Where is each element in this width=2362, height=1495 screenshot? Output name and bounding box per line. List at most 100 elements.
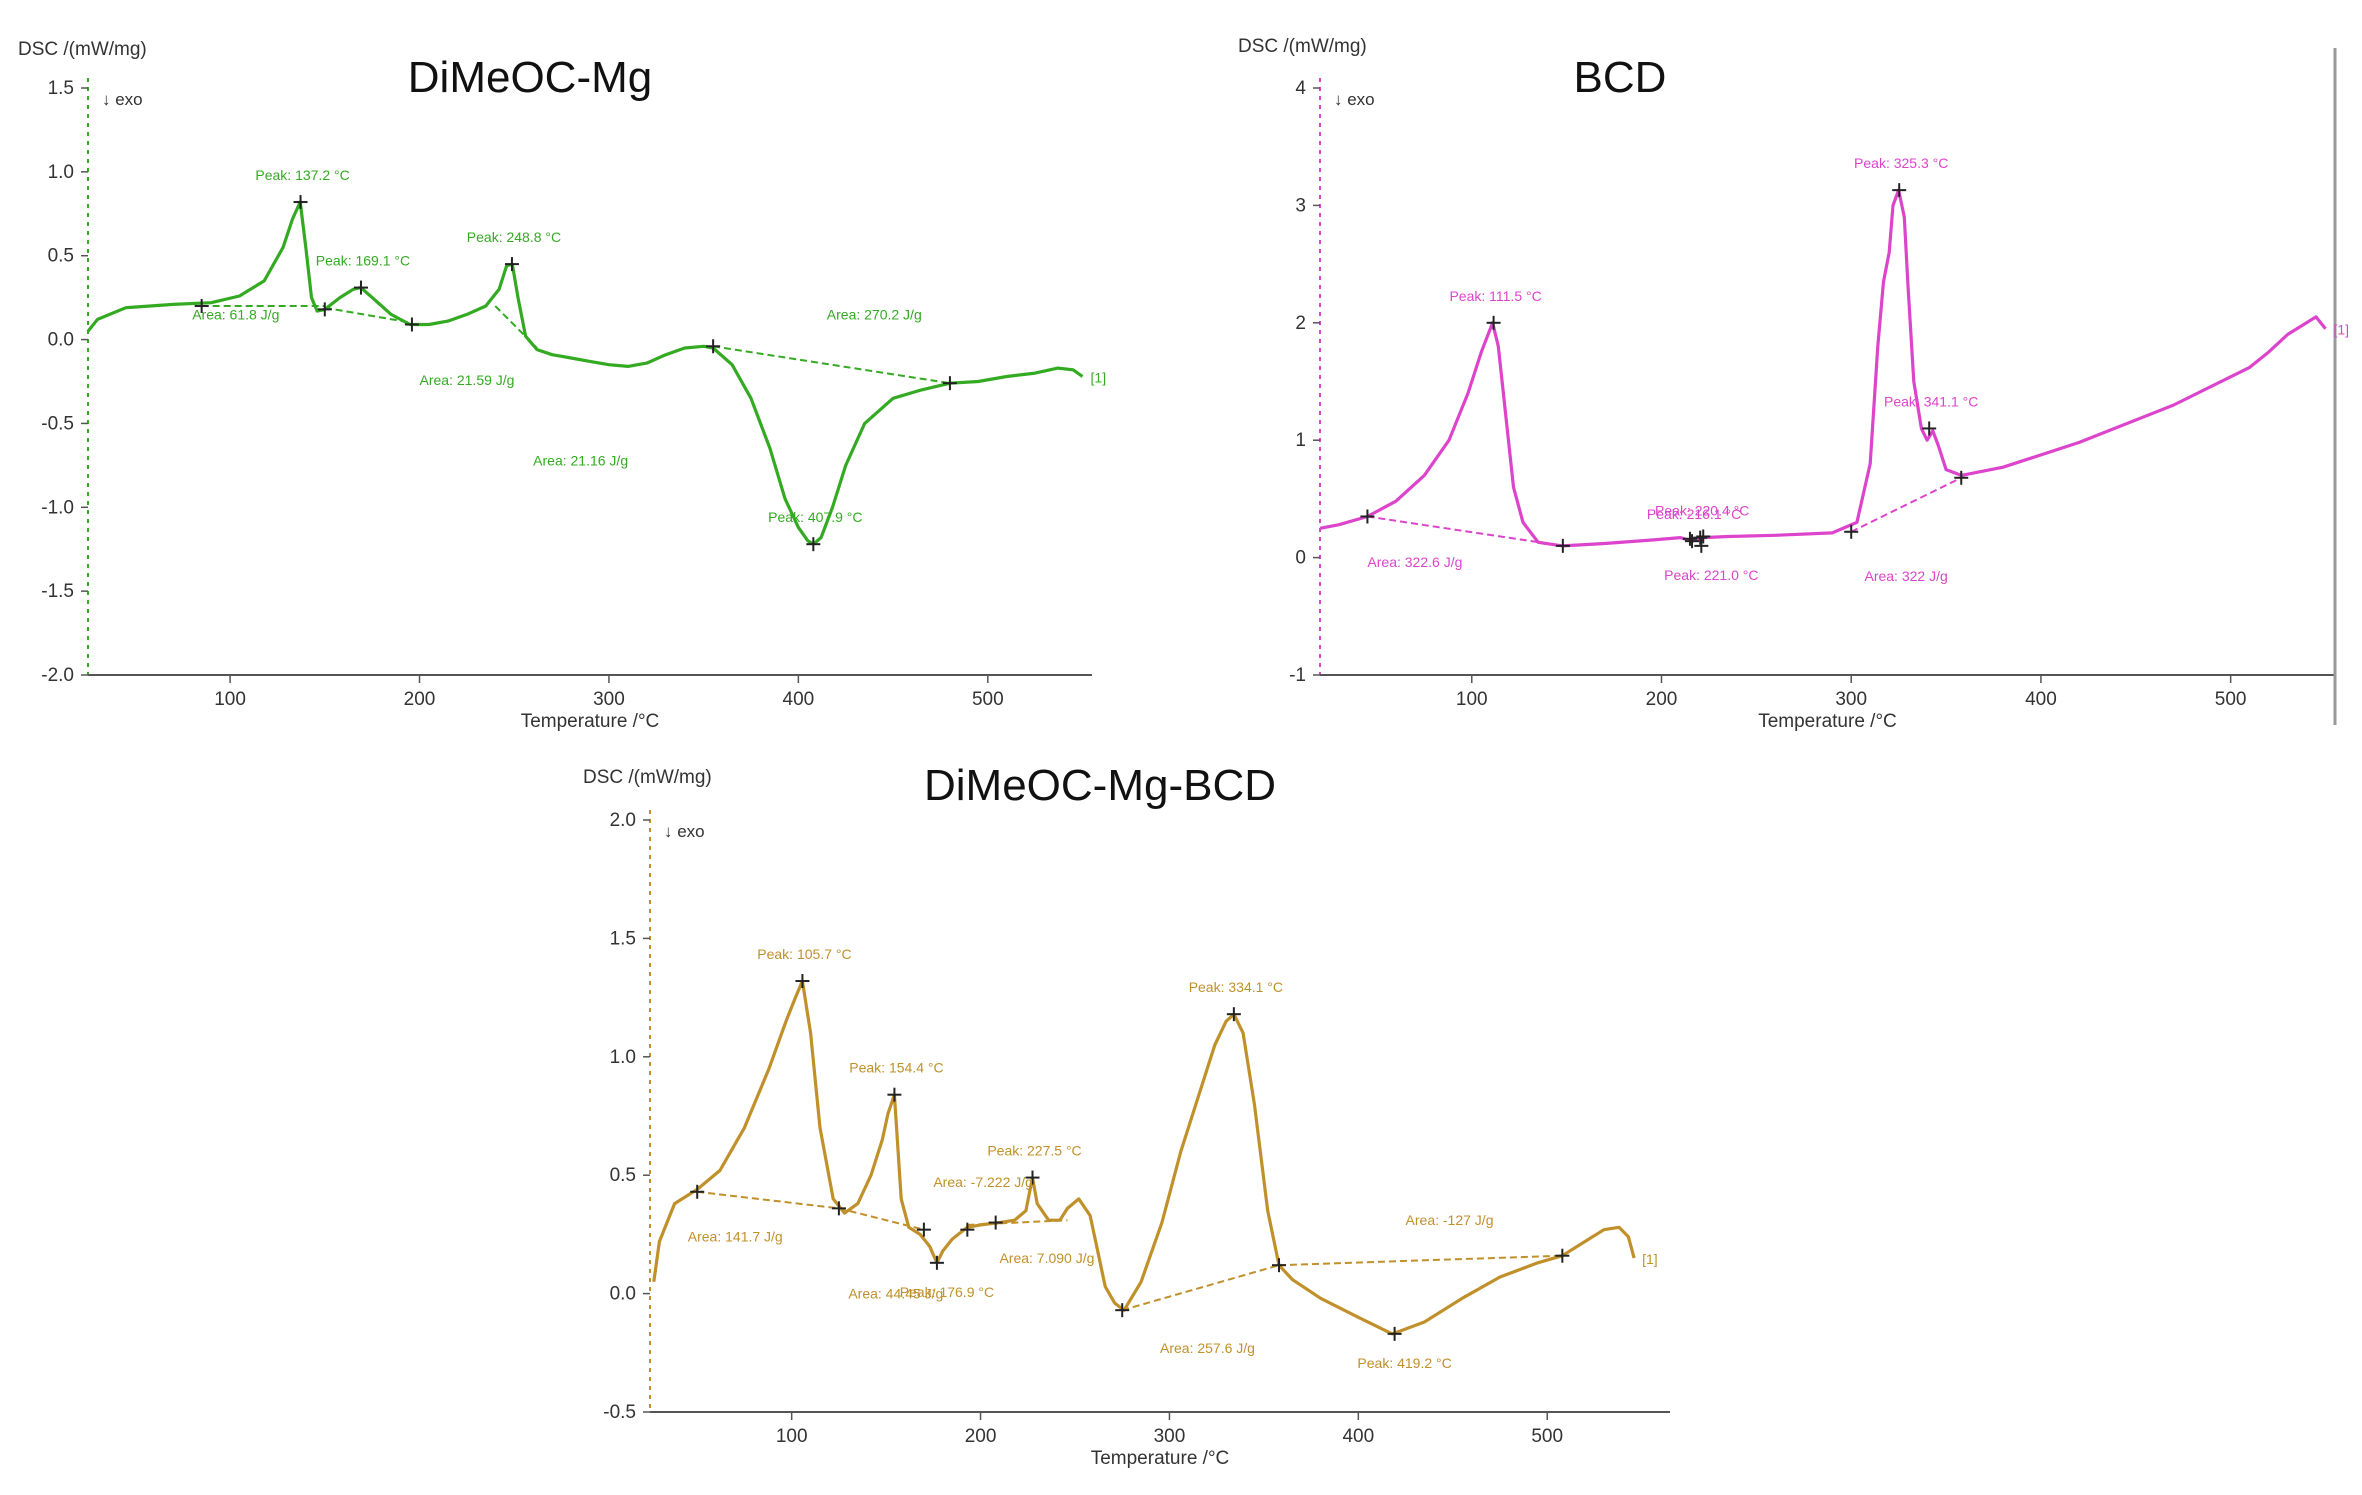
y-tick-label-0-5: 0.5: [48, 246, 74, 267]
exo-direction-label: ↓ exo: [102, 90, 143, 109]
integration-baseline: [712, 345, 951, 385]
integration-limit-marker: [960, 1222, 975, 1237]
curve-end-label: [1]: [1091, 369, 1107, 385]
chart-title: DiMeOC-Mg: [408, 53, 652, 102]
chart-dimeoc-mg-bcd: DiMeOC-Mg-BCD DSC /(mW/mg) ↓ exo 2.0 1.5 1.0 0…: [583, 761, 1670, 1469]
peak-marker: [1693, 530, 1708, 545]
integration-limit-marker: [1555, 538, 1570, 553]
peak-label: Peak: 216.1 °C: [1647, 506, 1741, 522]
area-label: Area: 141.7 J/g: [688, 1229, 783, 1245]
integration-baseline: [324, 306, 413, 324]
x-tick-label-200: 200: [1646, 689, 1678, 710]
peak-marker: [1892, 183, 1907, 198]
integration-limit-marker: [1682, 531, 1697, 546]
y-tick-label-1-5: 1.5: [48, 78, 74, 99]
curve-end-label: [1]: [2334, 322, 2350, 338]
x-tick-label-400: 400: [783, 689, 815, 710]
chart-title: BCD: [1574, 53, 1667, 102]
peak-label: Peak: 137.2 °C: [255, 167, 349, 183]
area-label: Area: 322.6 J/g: [1367, 554, 1462, 570]
x-tick-label-200: 200: [965, 1426, 997, 1447]
peak-marker: [1922, 421, 1937, 436]
y-tick-label-1-0: 1.0: [610, 1047, 636, 1068]
exo-direction-label: ↓ exo: [1334, 90, 1375, 109]
integration-limit-marker: [1115, 1303, 1130, 1318]
area-label: Area: -7.222 J/g: [933, 1174, 1033, 1190]
x-tick-label-200: 200: [404, 689, 436, 710]
peak-label: Peak: 227.5 °C: [987, 1143, 1081, 1159]
area-label: Area: 7.090 J/g: [999, 1250, 1094, 1266]
x-axis-label: Temperature /°C: [1091, 1448, 1230, 1469]
y-tick-label-1: -1: [1289, 665, 1306, 686]
peak-label: Peak: 220.4 °C: [1655, 503, 1749, 519]
integration-limit-marker: [404, 317, 419, 332]
integration-limit-marker: [831, 1201, 846, 1216]
area-label: Area: -127 J/g: [1406, 1212, 1494, 1228]
y-tick-label-1: 1: [1295, 430, 1306, 451]
x-tick-label-100: 100: [214, 689, 246, 710]
x-tick-label-400: 400: [2025, 689, 2057, 710]
integration-baseline: [1278, 1254, 1563, 1267]
integration-baseline: [697, 1190, 840, 1210]
y-tick-label-0: 0: [1295, 548, 1306, 569]
y-tick-label-1-0: -1.0: [41, 497, 74, 518]
area-label: Area: 257.6 J/g: [1160, 1340, 1255, 1356]
area-label: Area: 44.45 J/g: [848, 1285, 943, 1301]
y-axis-label: DSC /(mW/mg): [583, 767, 712, 788]
integration-limit-marker: [1272, 1258, 1286, 1273]
integration-limit-marker: [690, 1184, 705, 1199]
x-axis-label: Temperature /°C: [521, 711, 660, 732]
exo-direction-label: ↓ exo: [664, 822, 705, 841]
integration-limit-marker: [942, 376, 957, 391]
integration-limit-marker: [706, 339, 721, 354]
y-tick-label-1-0: 1.0: [48, 162, 74, 183]
area-label: Area: 322 J/g: [1864, 568, 1947, 584]
dsc-curve: [1319, 188, 2327, 548]
peak-marker: [504, 257, 519, 272]
peak-marker: [293, 195, 308, 210]
integration-baseline: [838, 1207, 925, 1231]
area-label: Area: 21.59 J/g: [420, 372, 515, 388]
x-axis-label: Temperature /°C: [1758, 711, 1897, 732]
peak-marker: [1387, 1326, 1402, 1341]
y-tick-label-4: 4: [1295, 78, 1306, 99]
peak-label: Peak: 407.9 °C: [768, 509, 862, 525]
x-tick-label-500: 500: [1531, 1426, 1563, 1447]
chart-title: DiMeOC-Mg-BCD: [924, 761, 1276, 810]
y-tick-label-0-5: -0.5: [41, 413, 74, 434]
integration-limit-marker: [194, 299, 209, 314]
chart-dimeoc-mg: DiMeOC-Mg DSC /(mW/mg) ↓ exo 1.5 1.0 0.5 0.0 -0…: [18, 39, 1106, 732]
peak-marker: [1486, 315, 1501, 330]
y-tick-label-1-5: 1.5: [610, 928, 636, 949]
peak-marker: [1226, 1007, 1241, 1022]
peak-marker: [1685, 534, 1700, 549]
integration-limit-marker: [1555, 1248, 1570, 1263]
peak-label: Peak: 111.5 °C: [1449, 288, 1541, 304]
peak-label: Peak: 221.0 °C: [1664, 567, 1758, 583]
peak-marker: [1025, 1170, 1040, 1185]
integration-limit-marker: [1954, 470, 1969, 485]
y-axis-label: DSC /(mW/mg): [1238, 36, 1367, 57]
peak-marker: [353, 280, 368, 295]
peak-marker: [887, 1087, 902, 1102]
integration-limit-marker: [1696, 529, 1711, 544]
y-tick-label-0-5: -0.5: [603, 1402, 636, 1423]
y-tick-label-2: 2: [1295, 313, 1306, 334]
integration-limit-marker: [988, 1215, 1003, 1230]
area-label: Area: 21.16 J/g: [533, 452, 628, 468]
dsc-curve: [86, 200, 1084, 546]
peak-label: Peak: 154.4 °C: [849, 1060, 943, 1076]
peak-label: Peak: 334.1 °C: [1189, 979, 1283, 995]
peak-marker: [806, 537, 821, 552]
x-tick-label-100: 100: [1456, 689, 1488, 710]
integration-limit-marker: [317, 302, 332, 317]
y-tick-label-2-0: 2.0: [610, 810, 636, 831]
x-tick-label-300: 300: [1154, 1426, 1186, 1447]
integration-limit-marker: [916, 1222, 931, 1237]
curve-end-label: [1]: [1642, 1251, 1658, 1267]
y-axis-label: DSC /(mW/mg): [18, 39, 147, 60]
peak-marker: [795, 974, 810, 989]
integration-limit-marker: [1844, 524, 1859, 539]
peak-label: Peak: 169.1 °C: [316, 253, 410, 269]
